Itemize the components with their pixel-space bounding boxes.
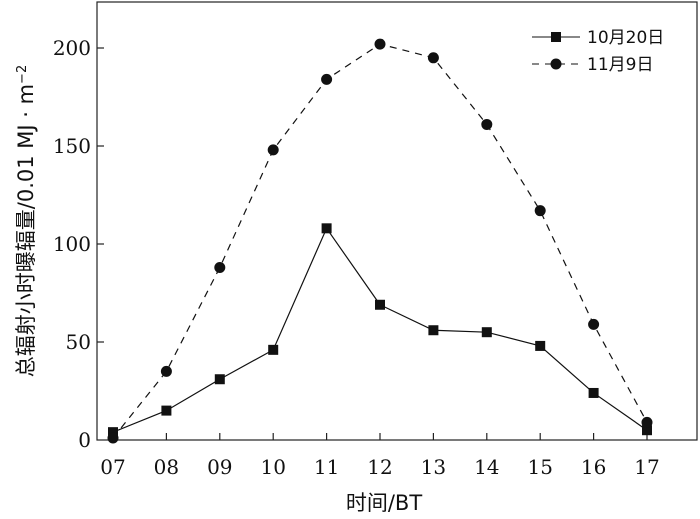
legend-item-series-1: 10月20日 — [532, 28, 664, 48]
plot-frame — [96, 1, 698, 441]
x-tick-label: 13 — [421, 455, 446, 479]
data-point — [107, 432, 119, 444]
series-1 — [108, 223, 652, 438]
legend-item-series-2: 11月9日 — [532, 55, 653, 75]
legend-label-series-1: 10月20日 — [587, 28, 664, 48]
data-point — [321, 223, 332, 234]
data-point — [642, 425, 652, 436]
x-tick-label: 08 — [154, 455, 179, 479]
data-point — [427, 52, 439, 64]
data-point — [535, 340, 546, 351]
data-point — [534, 205, 546, 217]
y-tick-label: 0 — [78, 428, 91, 452]
x-axis-title: 时间/BT — [346, 491, 422, 515]
series-layer — [107, 38, 653, 444]
x-tick-label: 11 — [314, 455, 339, 479]
x-tick-label: 17 — [634, 455, 659, 479]
legend-marker-series-2 — [550, 58, 562, 70]
series-2 — [107, 38, 653, 444]
x-tick-label: 09 — [207, 455, 232, 479]
x-tick-label: 15 — [527, 455, 552, 479]
y-axis: 0 50 100 150 200 — [53, 36, 104, 452]
legend-label-series-2: 11月9日 — [587, 55, 653, 75]
y-tick-label: 100 — [53, 232, 91, 256]
y-axis-title-main: 总辐射小时曝辐量/0.01 MJ · m — [14, 84, 38, 377]
data-point — [375, 299, 385, 310]
series-line — [112, 227, 648, 433]
x-tick-label: 07 — [100, 455, 125, 479]
series-line — [112, 43, 648, 439]
x-tick-label: 14 — [474, 455, 499, 479]
x-axis: 07 08 09 10 11 12 13 14 15 16 17 — [100, 433, 660, 479]
data-point — [267, 144, 279, 156]
y-axis-title-superscript: −2 — [15, 65, 30, 84]
data-point — [108, 427, 118, 438]
data-point — [588, 387, 599, 398]
data-point — [481, 327, 492, 338]
y-tick-label: 150 — [53, 134, 91, 158]
data-point — [588, 318, 600, 330]
data-point — [374, 38, 386, 50]
y-tick-label: 200 — [53, 36, 91, 60]
x-tick-label: 16 — [581, 455, 606, 479]
x-tick-label: 10 — [260, 455, 285, 479]
legend: 10月20日 11月9日 — [532, 28, 664, 75]
data-point — [321, 73, 333, 85]
data-point — [160, 365, 172, 377]
data-point — [481, 118, 493, 130]
data-point — [214, 262, 226, 274]
data-point — [214, 374, 225, 385]
data-point — [161, 405, 172, 416]
data-point — [268, 344, 279, 355]
x-tick-label: 12 — [367, 455, 392, 479]
y-axis-title: 总辐射小时曝辐量/0.01 MJ · m−2 — [14, 65, 38, 377]
y-tick-label: 50 — [66, 330, 91, 354]
data-point — [641, 416, 653, 428]
legend-marker-series-1 — [551, 32, 561, 42]
data-point — [428, 325, 439, 336]
